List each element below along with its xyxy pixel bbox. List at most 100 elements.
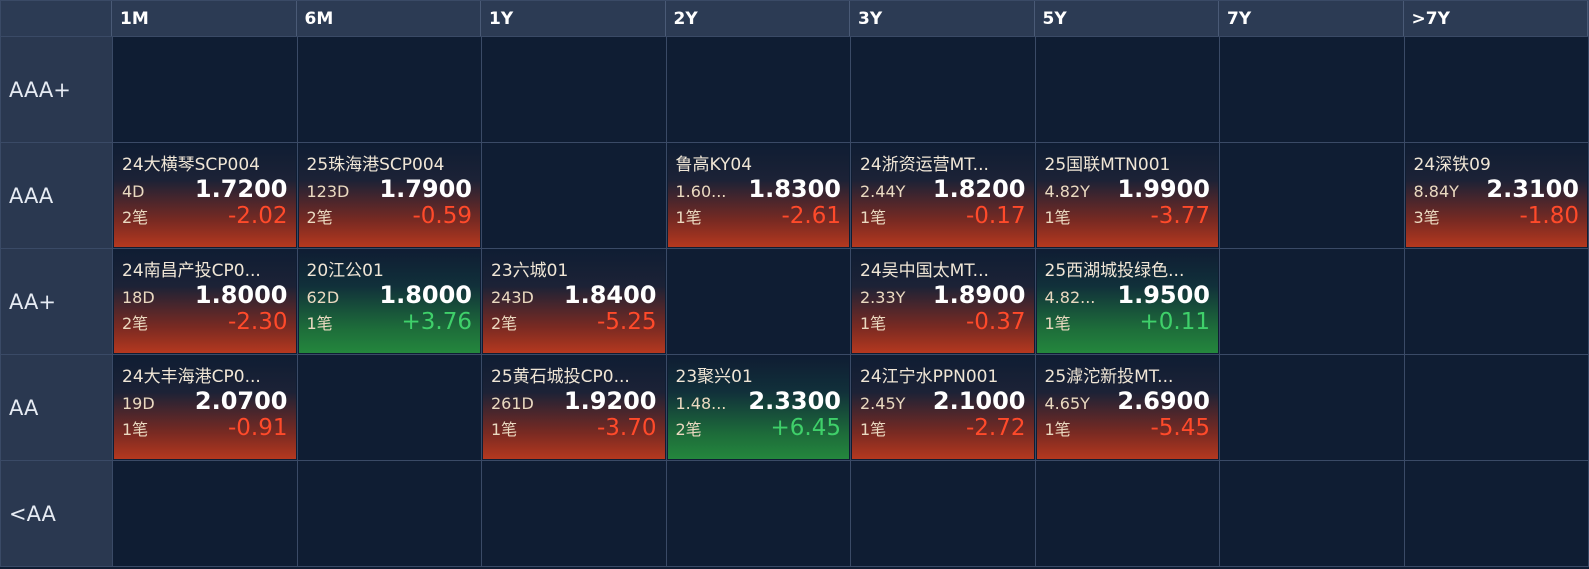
- bond-tile[interactable]: 24南昌产投CP0... 18D 1.8000 2笔 -2.30: [114, 250, 296, 353]
- trade-count: 1笔: [675, 208, 702, 227]
- tile-row: 1笔 -0.37: [860, 309, 1026, 335]
- bond-name: 24浙资运营MT...: [860, 155, 989, 175]
- bond-tile[interactable]: 24吴中国太MT... 2.33Y 1.8900 1笔 -0.37: [852, 250, 1034, 353]
- grid-cell: [850, 36, 1035, 142]
- column-header: 6M: [296, 1, 481, 36]
- bond-name: 24江宁水PPN001: [860, 367, 999, 387]
- trade-count: 1笔: [491, 420, 518, 439]
- bond-name: 24深铁09: [1413, 155, 1491, 175]
- grid-cell: 25珠海港SCP004 123D 1.7900 2笔 -0.59: [296, 142, 481, 248]
- bond-tile[interactable]: 24大横琴SCP004 4D 1.7200 2笔 -2.02: [114, 144, 296, 247]
- bond-yield: 1.8200: [932, 175, 1026, 203]
- grid-cell: [1034, 36, 1219, 142]
- bond-name: 鲁高KY04: [675, 155, 753, 175]
- grid-cell: [112, 36, 297, 142]
- yield-change: -5.45: [1150, 415, 1210, 441]
- bond-tile[interactable]: 25滹沱新投MT... 4.65Y 2.6900 1笔 -5.45: [1036, 356, 1218, 459]
- bond-tile[interactable]: 24浙资运营MT... 2.44Y 1.8200 1笔 -0.17: [852, 144, 1034, 247]
- tile-row: 2.33Y 1.8900: [860, 281, 1026, 309]
- tile-row: 1笔 -5.45: [1045, 415, 1211, 441]
- tile-row: 2.44Y 1.8200: [860, 175, 1026, 203]
- bond-name: 25滹沱新投MT...: [1044, 367, 1174, 387]
- grid-cell: 24深铁09 8.84Y 2.3100 3笔 -1.80: [1403, 142, 1588, 248]
- grid-cell: [665, 460, 850, 566]
- bond-tile[interactable]: 25黄石城投CP0... 261D 1.9200 1笔 -3.70: [483, 356, 665, 459]
- tile-row: 123D 1.7900: [307, 175, 473, 203]
- yield-change: -3.70: [596, 415, 657, 441]
- grid-cell: [481, 142, 666, 248]
- row-label: AAA+: [1, 36, 112, 142]
- yield-change: -0.91: [227, 415, 288, 441]
- grid-cell: 25滹沱新投MT... 4.65Y 2.6900 1笔 -5.45: [1034, 354, 1219, 460]
- trade-count: 2笔: [675, 420, 702, 439]
- grid-cell: [481, 460, 666, 566]
- yield-change: -2.61: [781, 203, 841, 229]
- grid-cell: 鲁高KY04 1.60... 1.8300 1笔 -2.61: [665, 142, 850, 248]
- bond-tile[interactable]: 24大丰海港CP0... 19D 2.0700 1笔 -0.91: [114, 356, 296, 459]
- grid-cell: [296, 354, 481, 460]
- tile-row: 19D 2.0700: [122, 387, 288, 415]
- column-header: 7Y: [1219, 1, 1404, 36]
- bond-yield: 1.8300: [748, 175, 841, 203]
- yield-change: -0.17: [965, 203, 1026, 229]
- column-header: 2Y: [665, 1, 850, 36]
- bond-tile[interactable]: 23六城01 243D 1.8400 2笔 -5.25: [483, 250, 665, 353]
- trade-count: 1笔: [860, 420, 887, 439]
- yield-change: -2.72: [965, 415, 1026, 441]
- grid-cell: [1219, 248, 1404, 354]
- grid-cell: 24浙资运营MT... 2.44Y 1.8200 1笔 -0.17: [850, 142, 1035, 248]
- bond-term: 1.48...: [675, 394, 727, 413]
- tile-row: 18D 1.8000: [122, 281, 288, 309]
- bond-tile[interactable]: 23聚兴01 1.48... 2.3300 2笔 +6.45: [667, 356, 849, 459]
- trade-count: 1笔: [860, 314, 887, 333]
- trade-count: 3笔: [1413, 208, 1440, 227]
- bond-tile[interactable]: 鲁高KY04 1.60... 1.8300 1笔 -2.61: [667, 144, 849, 247]
- tile-row: 1笔 -2.72: [860, 415, 1026, 441]
- tile-row: 4.82... 1.9500: [1045, 281, 1211, 309]
- tile-row: 1笔 -0.91: [122, 415, 288, 441]
- bond-yield: 2.1000: [932, 387, 1026, 415]
- tile-row: 261D 1.9200: [491, 387, 657, 415]
- bond-yield: 1.9900: [1117, 175, 1210, 203]
- bond-tile[interactable]: 25西湖城投绿色... 4.82... 1.9500 1笔 +0.11: [1036, 250, 1218, 353]
- bond-term: 2.33Y: [860, 288, 906, 307]
- yield-change: -5.25: [596, 309, 657, 335]
- row-label: AAA: [1, 142, 112, 248]
- bond-tile[interactable]: 24江宁水PPN001 2.45Y 2.1000 1笔 -2.72: [852, 356, 1034, 459]
- grid-cell: 24吴中国太MT... 2.33Y 1.8900 1笔 -0.37: [850, 248, 1035, 354]
- trade-count: 2笔: [122, 314, 149, 333]
- bond-tile[interactable]: 25珠海港SCP004 123D 1.7900 2笔 -0.59: [298, 144, 480, 247]
- bond-name: 20江公01: [306, 261, 384, 281]
- bond-term: 1.60...: [675, 182, 727, 201]
- bond-term: 261D: [491, 394, 534, 413]
- bond-tile[interactable]: 20江公01 62D 1.8000 1笔 +3.76: [298, 250, 480, 353]
- bond-tile[interactable]: 24深铁09 8.84Y 2.3100 3笔 -1.80: [1405, 144, 1587, 247]
- tile-row: 2.45Y 2.1000: [860, 387, 1026, 415]
- grid-cell: 23六城01 243D 1.8400 2笔 -5.25: [481, 248, 666, 354]
- trade-count: 2笔: [491, 314, 518, 333]
- grid-cell: [1403, 460, 1588, 566]
- bond-term: 4D: [122, 182, 145, 201]
- bond-term: 4.82Y: [1044, 182, 1090, 201]
- tile-row: 1笔 +3.76: [307, 309, 473, 335]
- trade-count: 1笔: [1044, 208, 1071, 227]
- grid-cell: [665, 248, 850, 354]
- bond-name: 23六城01: [491, 261, 569, 281]
- yield-change: -0.37: [965, 309, 1026, 335]
- row-label: AA+: [1, 248, 112, 354]
- tile-row: 2笔 -2.30: [122, 309, 288, 335]
- grid-cell: 25国联MTN001 4.82Y 1.9900 1笔 -3.77: [1034, 142, 1219, 248]
- tile-row: 1笔 -3.70: [491, 415, 657, 441]
- bond-name: 24南昌产投CP0...: [122, 261, 261, 281]
- grid-cell: [665, 36, 850, 142]
- tile-row: 2笔 +6.45: [676, 415, 842, 441]
- column-header: 5Y: [1034, 1, 1219, 36]
- tile-row: 1.60... 1.8300: [676, 175, 842, 203]
- tile-row: 2笔 -2.02: [122, 203, 288, 229]
- grid-cell: 20江公01 62D 1.8000 1笔 +3.76: [296, 248, 481, 354]
- grid-cell: [112, 460, 297, 566]
- bond-tile[interactable]: 25国联MTN001 4.82Y 1.9900 1笔 -3.77: [1036, 144, 1218, 247]
- grid-cell: [1403, 36, 1588, 142]
- grid-cell: [1219, 460, 1404, 566]
